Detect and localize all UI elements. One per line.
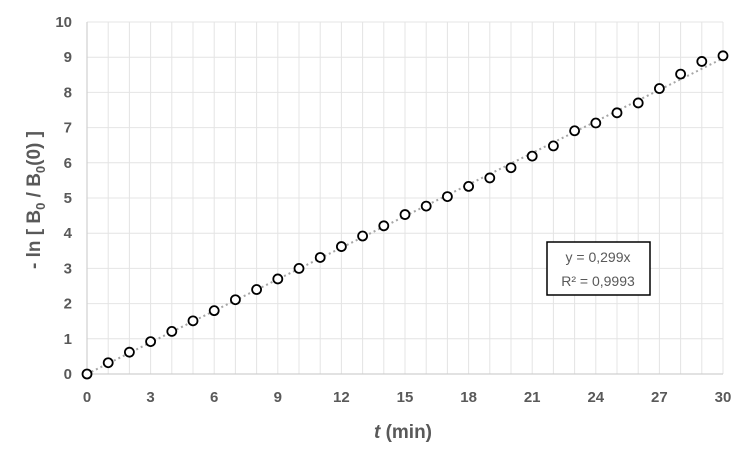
data-point — [590, 117, 602, 129]
data-point — [187, 315, 199, 327]
y-axis-title-mid: / B — [24, 173, 45, 203]
data-point — [611, 107, 623, 119]
y-tick-label: 5 — [64, 190, 72, 207]
y-axis-title-sub2: 0 — [33, 166, 48, 173]
data-point — [81, 368, 93, 380]
data-point — [272, 273, 284, 285]
x-tick-labels: 0 3 6 9 12 15 18 21 24 27 30 — [83, 389, 732, 406]
data-point — [484, 172, 496, 184]
grid-lines — [87, 21, 724, 374]
annotation-box — [546, 241, 651, 296]
x-axis-title-unit: (min) — [380, 422, 432, 443]
data-point — [569, 125, 580, 137]
y-tick-label: 0 — [64, 366, 72, 383]
data-point — [357, 230, 369, 242]
x-tick-label: 18 — [460, 389, 477, 406]
data-point — [293, 262, 305, 274]
trendline-annotation: y = 0,299x R² = 0,9993 — [546, 241, 651, 296]
y-tick-label: 6 — [64, 155, 72, 172]
y-tick-label: 1 — [64, 331, 72, 348]
data-point — [675, 68, 686, 80]
data-point — [441, 191, 453, 202]
x-tick-label: 30 — [715, 389, 732, 406]
data-point — [229, 294, 241, 306]
data-point — [526, 150, 538, 162]
y-tick-label: 2 — [64, 296, 72, 313]
y-tick-label: 10 — [55, 14, 72, 31]
annotation-r-squared: R² = 0,9993 — [561, 273, 635, 289]
x-axis-title: t (min) — [374, 422, 432, 443]
data-points — [81, 50, 729, 380]
y-tick-label: 3 — [64, 260, 72, 277]
x-axis-title-var: t — [374, 422, 381, 443]
data-point — [463, 180, 475, 192]
data-point — [251, 284, 263, 295]
y-axis-title-suffix: (0) ] — [24, 131, 45, 166]
data-point — [102, 357, 114, 369]
axes — [86, 22, 723, 375]
data-point — [208, 305, 220, 317]
x-tick-label: 15 — [397, 389, 414, 406]
y-tick-label: 8 — [64, 84, 72, 101]
data-point — [314, 252, 326, 263]
y-axis-title-sub1: 0 — [33, 203, 48, 210]
x-tick-label: 21 — [524, 389, 541, 406]
y-axis-title-prefix: - ln [ B — [24, 210, 45, 269]
data-point — [505, 162, 517, 174]
data-point — [399, 209, 411, 220]
x-tick-label: 0 — [83, 389, 91, 406]
annotation-equation: y = 0,299x — [566, 249, 631, 265]
data-point — [632, 97, 644, 109]
data-point — [335, 241, 347, 252]
y-tick-labels: 0 1 2 3 4 5 6 7 8 9 10 — [55, 14, 72, 383]
y-axis-title: - ln [ B0 / B0(0) ] — [24, 131, 48, 269]
data-point — [378, 220, 390, 232]
y-tick-label: 4 — [64, 225, 73, 242]
x-tick-label: 27 — [651, 389, 668, 406]
x-tick-label: 3 — [146, 389, 154, 406]
x-tick-label: 24 — [587, 389, 604, 406]
y-tick-label: 7 — [64, 120, 72, 137]
data-point — [696, 56, 708, 67]
data-point — [145, 336, 157, 348]
y-tick-label: 9 — [64, 49, 72, 66]
data-point — [717, 50, 729, 62]
data-point — [420, 200, 432, 212]
data-point — [548, 140, 559, 152]
x-tick-label: 6 — [210, 389, 218, 406]
data-point — [123, 346, 135, 358]
x-tick-label: 9 — [274, 389, 282, 406]
x-tick-label: 12 — [333, 389, 350, 406]
data-point — [654, 83, 665, 94]
data-point — [166, 326, 178, 337]
